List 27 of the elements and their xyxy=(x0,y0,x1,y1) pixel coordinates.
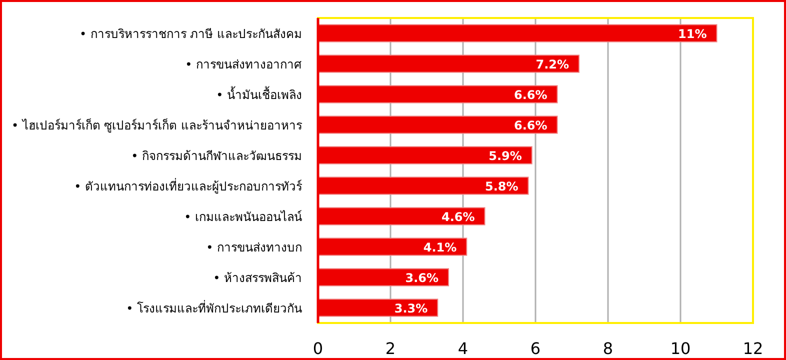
data-label: 6.6% xyxy=(514,118,548,132)
y-tick-label: • โรงแรมและที่พักประเภทเดียวกัน xyxy=(126,299,302,316)
y-tick-label: • การขนส่งทางอากาศ xyxy=(185,57,302,72)
data-label: 5.8% xyxy=(484,179,518,194)
y-tick-label: • การขนส่งทางบก xyxy=(206,240,302,254)
data-label: 3.6% xyxy=(405,270,438,285)
x-tick-label: 2 xyxy=(385,339,396,358)
y-tick-label: • การบริหารราชการ ภาษี และประกันสังคม xyxy=(79,26,302,41)
data-label: 4.6% xyxy=(441,210,475,224)
y-tick-label: • น้ำมันเชื้อเพลิง xyxy=(216,86,302,102)
x-tick-label: 4 xyxy=(458,339,468,358)
data-label: 11% xyxy=(678,26,707,41)
x-tick-label: 10 xyxy=(670,339,691,358)
x-tick-label: 8 xyxy=(602,339,614,358)
data-label: 3.3% xyxy=(394,301,428,316)
y-tick-label: • กิจกรรมด้านกีฬาและวัฒนธรรม xyxy=(131,148,302,163)
data-label: 4.1% xyxy=(423,240,457,254)
x-tick-label: 6 xyxy=(530,339,541,358)
data-label: 5.9% xyxy=(488,148,522,163)
y-tick-label: • ตัวแทนการท่องเที่ยวและผู้ประกอบการทัวร์ xyxy=(74,177,303,194)
x-tick-label: 0 xyxy=(312,339,324,358)
y-tick-label: • ห้างสรรพสินค้า xyxy=(213,270,302,285)
y-tick-label: • ไฮเปอร์มาร์เก็ต ซูเปอร์มาร์เก็ต และร้านจำหน่ายอาหาร xyxy=(11,117,303,134)
x-tick-label: 12 xyxy=(742,339,764,358)
data-label: 7.2% xyxy=(536,57,569,72)
y-tick-label: • เกมและพนันออนไลน์ xyxy=(184,210,302,224)
data-label: 6.6% xyxy=(514,88,548,102)
